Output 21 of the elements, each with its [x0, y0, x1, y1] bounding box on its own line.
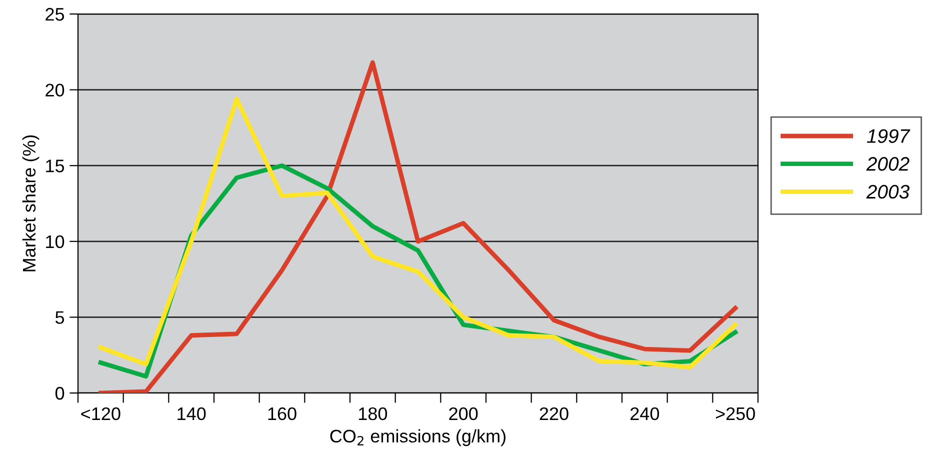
- x-tick-label: 200: [449, 407, 478, 420]
- y-tick-label: 25: [46, 8, 64, 21]
- y-tick-label: 20: [46, 84, 64, 97]
- x-tick-label: 220: [540, 407, 568, 420]
- y-axis-title: Market share (%): [22, 135, 40, 272]
- x-tick-label: 160: [268, 407, 296, 420]
- y-tick-label: 15: [46, 160, 64, 172]
- legend-label: 1997: [866, 129, 910, 143]
- y-tick-label: 10: [46, 235, 64, 248]
- legend-label: 2002: [866, 157, 910, 171]
- y-tick-label: 5: [55, 311, 64, 324]
- y-tick-label: 0: [55, 386, 64, 400]
- x-tick-label: 240: [630, 407, 660, 420]
- line-series: [98, 60, 738, 393]
- x-axis-title: CO$_{2}$ emissions (g/km): [330, 429, 506, 446]
- x-tick-label: 140: [178, 407, 206, 420]
- legend-label: 2003: [866, 184, 910, 199]
- line-series: [98, 96, 738, 370]
- x-tick-label: 180: [358, 407, 388, 420]
- x-tick-label: >250: [716, 407, 755, 420]
- x-tick-label: <120: [81, 407, 120, 420]
